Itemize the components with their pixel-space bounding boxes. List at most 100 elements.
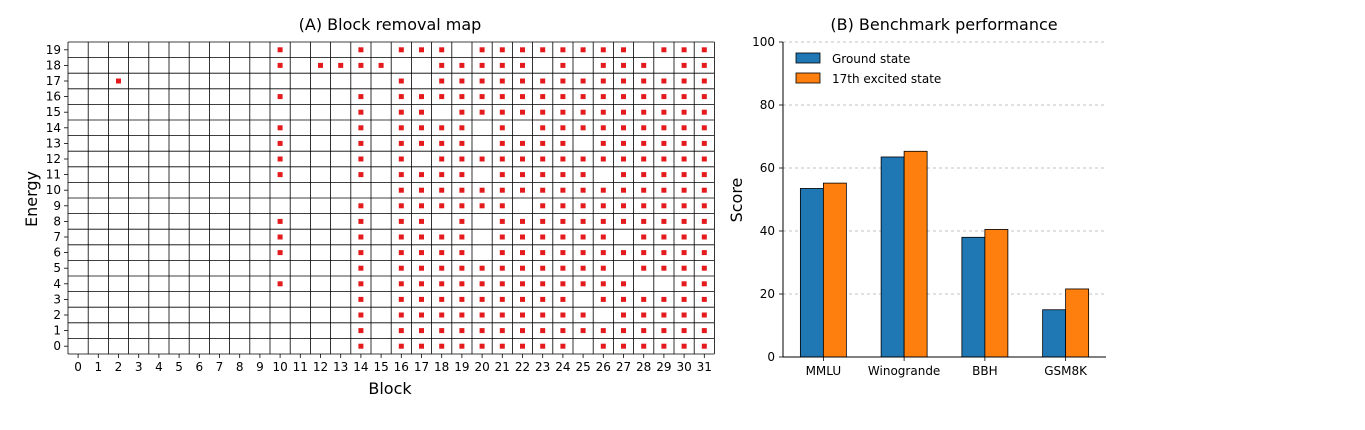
removal-marker — [419, 203, 424, 209]
removal-marker — [600, 78, 606, 84]
removal-marker — [499, 94, 505, 100]
legend-label-excited: 17th excited state — [832, 72, 941, 86]
removal-marker — [398, 47, 404, 53]
removal-marker — [520, 140, 525, 146]
y-tick-label: 0 — [53, 339, 61, 353]
removal-marker — [641, 328, 647, 334]
removal-marker — [621, 343, 626, 349]
removal-marker — [580, 94, 586, 100]
removal-marker — [641, 172, 647, 178]
removal-marker — [439, 172, 445, 178]
removal-marker — [580, 250, 586, 256]
removal-marker — [540, 296, 546, 302]
removal-marker — [540, 265, 546, 271]
removal-marker — [520, 172, 525, 178]
removal-marker — [701, 156, 707, 162]
x-tick-label: 0 — [74, 360, 82, 374]
removal-marker — [358, 62, 364, 68]
removal-marker — [439, 328, 445, 334]
x-tick-label: 24 — [555, 360, 570, 374]
removal-marker — [621, 140, 626, 146]
removal-marker — [520, 109, 525, 115]
x-tick-label: 13 — [333, 360, 348, 374]
x-tick-label: 14 — [353, 360, 368, 374]
removal-marker — [439, 94, 445, 100]
removal-marker — [277, 94, 283, 100]
removal-marker — [540, 156, 546, 162]
removal-marker — [520, 265, 525, 271]
removal-marker — [358, 343, 364, 349]
removal-marker — [600, 343, 606, 349]
removal-marker — [641, 218, 647, 224]
removal-marker — [661, 140, 667, 146]
removal-marker — [499, 234, 505, 240]
removal-marker — [701, 343, 707, 349]
removal-marker — [681, 312, 687, 318]
x-tick-label: 4 — [155, 360, 163, 374]
removal-marker — [560, 125, 566, 131]
removal-marker — [499, 125, 505, 131]
removal-marker — [419, 281, 424, 287]
legend: Ground state 17th excited state — [795, 52, 941, 86]
removal-marker — [358, 265, 364, 271]
removal-marker — [459, 281, 465, 287]
removal-marker — [459, 203, 465, 209]
x-tick-label: 3 — [135, 360, 143, 374]
removal-marker — [540, 312, 546, 318]
removal-marker — [398, 250, 404, 256]
removal-marker — [499, 140, 505, 146]
bar-excited-state — [822, 182, 847, 358]
y-tick-label: 17 — [46, 74, 61, 88]
removal-marker — [499, 281, 505, 287]
removal-marker — [560, 250, 566, 256]
y-tick-label: 3 — [53, 292, 61, 306]
removal-marker — [540, 250, 546, 256]
removal-marker — [398, 94, 404, 100]
removal-marker — [459, 218, 465, 224]
removal-marker — [459, 156, 465, 162]
removal-marker — [338, 62, 344, 68]
removal-marker — [641, 109, 647, 115]
y-axis-label: Energy — [22, 171, 41, 227]
removal-marker — [419, 94, 424, 100]
removal-marker — [600, 62, 606, 68]
removal-marker — [479, 78, 485, 84]
x-tick-label: 11 — [293, 360, 308, 374]
legend-label-ground: Ground state — [832, 52, 910, 66]
removal-marker — [459, 234, 465, 240]
x-tick-label: 23 — [535, 360, 550, 374]
removal-marker — [580, 265, 586, 271]
removal-marker — [560, 218, 566, 224]
removal-marker — [701, 234, 707, 240]
removal-marker — [600, 156, 606, 162]
removal-marker — [681, 109, 687, 115]
removal-marker — [621, 312, 626, 318]
removal-marker — [580, 312, 586, 318]
removal-marker — [681, 265, 687, 271]
removal-marker — [277, 172, 283, 178]
removal-marker — [661, 265, 667, 271]
removal-marker — [277, 62, 283, 68]
category-label: BBH — [972, 364, 998, 378]
removal-marker — [439, 265, 445, 271]
removal-marker — [419, 109, 424, 115]
removal-marker — [358, 172, 364, 178]
removal-marker — [580, 234, 586, 240]
removal-marker — [580, 203, 586, 209]
removal-marker — [398, 78, 404, 84]
removal-marker — [439, 312, 445, 318]
removal-marker — [661, 78, 667, 84]
removal-marker — [419, 234, 424, 240]
x-tick-label: 7 — [216, 360, 224, 374]
removal-marker — [661, 296, 667, 302]
removal-marker — [419, 218, 424, 224]
x-tick-label: 27 — [616, 360, 631, 374]
removal-marker — [701, 312, 707, 318]
removal-marker — [479, 281, 485, 287]
removal-marker — [499, 328, 505, 334]
removal-marker — [459, 265, 465, 271]
removal-marker — [277, 281, 283, 287]
removal-marker — [560, 234, 566, 240]
y-tick-label: 13 — [46, 136, 61, 150]
removal-marker — [277, 234, 283, 240]
